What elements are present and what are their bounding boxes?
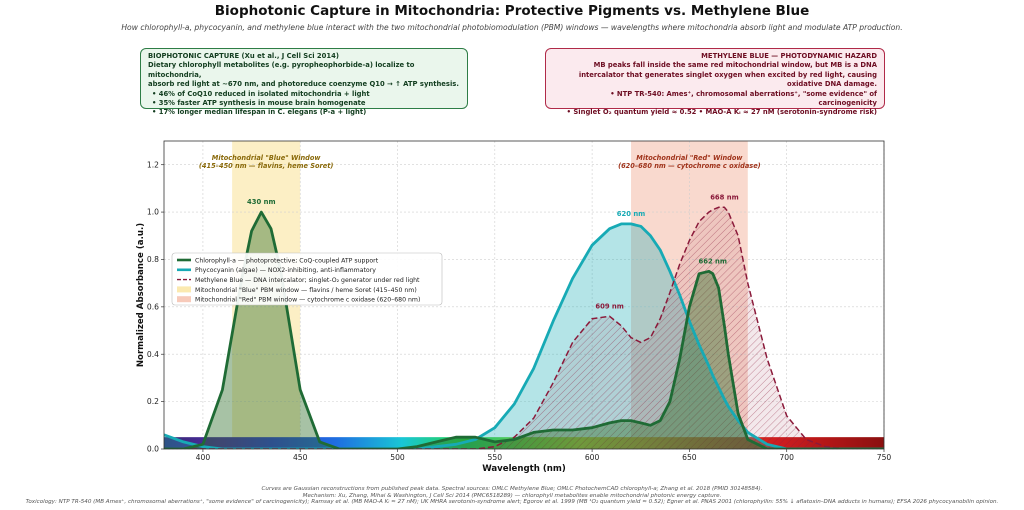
footer-note: Mechanism: Xu, Zhang, Mihai & Washington… xyxy=(302,492,722,499)
series-area xyxy=(164,223,884,449)
y-tick-label: 0.0 xyxy=(147,445,159,454)
page-title: Biophotonic Capture in Mitochondria: Pro… xyxy=(214,3,810,19)
y-tick-label: 0.6 xyxy=(147,302,159,311)
peak-label: 430 nm xyxy=(247,198,275,206)
series-area xyxy=(164,207,884,449)
list-item: 35% faster ATP synthesis in mouse brain … xyxy=(148,99,460,108)
legend-swatch xyxy=(177,296,191,303)
peak-label: 668 nm xyxy=(710,193,738,201)
biophotonic-capture-box: BIOPHOTONIC CAPTURE (Xu et al., J Cell S… xyxy=(140,48,468,116)
x-tick-label: 600 xyxy=(585,453,600,462)
series-line xyxy=(164,210,884,449)
y-tick-label: 1.0 xyxy=(147,208,159,217)
footer-note: Curves are Gaussian reconstructions from… xyxy=(261,486,763,492)
spectrum-strip xyxy=(164,437,884,449)
box-text: Dietary chlorophyll metabolites (e.g. py… xyxy=(148,61,415,79)
legend-label: Mitochondrial "Blue" PBM window — flavin… xyxy=(195,287,417,294)
x-tick-label: 400 xyxy=(196,453,211,462)
box-text: MB peaks fall inside the same red mitoch… xyxy=(593,61,877,70)
peak-label: 609 nm xyxy=(595,302,623,310)
legend-label: Mitochondrial "Red" PBM window — cytochr… xyxy=(195,297,420,304)
box-text: oxidative DNA damage. xyxy=(787,80,877,89)
box-text: absorb red light at ~670 nm, and photore… xyxy=(148,80,459,89)
pbm-window-band xyxy=(232,141,301,449)
y-tick-label: 1.2 xyxy=(147,160,159,169)
x-axis-label: Wavelength (nm) xyxy=(482,464,566,474)
list-item: 46% of CoQ10 reduced in isolated mitocho… xyxy=(148,90,460,99)
x-tick-label: 650 xyxy=(682,453,697,462)
window-label: (415–450 nm — flavins, heme Soret) xyxy=(199,162,333,170)
x-tick-label: 550 xyxy=(488,453,503,462)
legend-swatch xyxy=(177,286,191,293)
y-tick-label: 0.2 xyxy=(147,397,159,406)
legend-box xyxy=(171,252,443,306)
y-tick-label: 0.4 xyxy=(147,350,159,359)
y-tick-label: 0.8 xyxy=(147,255,159,264)
window-label: (620–680 nm — cytochrome c oxidase) xyxy=(618,162,761,170)
y-axis-label: Normalized Absorbance (a.u.) xyxy=(136,223,146,367)
window-label: Mitochondrial "Blue" Window xyxy=(212,154,322,162)
plot-frame xyxy=(163,140,885,450)
series-line xyxy=(164,206,884,449)
box-text: • NTP TR-540: Ames⁺, chromosomal aberrat… xyxy=(610,89,877,108)
pbm-window-band xyxy=(631,141,748,449)
series-line xyxy=(164,222,884,449)
list-item: 17% longer median lifespan in C. elegans… xyxy=(148,108,460,117)
x-tick-label: 750 xyxy=(877,453,892,462)
series-area xyxy=(164,212,884,449)
peak-label: 662 nm xyxy=(699,257,727,265)
x-tick-label: 500 xyxy=(390,453,405,462)
methylene-blue-hazard-box: METHYLENE BLUE — PHOTODYNAMIC HAZARD MB … xyxy=(545,48,885,116)
footer-note: Toxicology: NTP TR-540 (MB Ames⁺, chromo… xyxy=(25,499,999,505)
window-label: Mitochondrial "Red" Window xyxy=(636,154,743,162)
box-bullet-list: 46% of CoQ10 reduced in isolated mitocho… xyxy=(148,90,460,118)
peak-label: 620 nm xyxy=(617,210,645,218)
box-heading: BIOPHOTONIC CAPTURE (Xu et al., J Cell S… xyxy=(148,52,339,60)
page-subtitle: How chlorophyll-a, phycocyanin, and meth… xyxy=(121,23,903,32)
legend-label: Phycocyanin (algae) — NOX2-inhibiting, a… xyxy=(195,267,376,274)
x-tick-label: 450 xyxy=(293,453,308,462)
box-text: • Singlet O₂ quantum yield ≈ 0.52 • MAO-… xyxy=(566,108,877,117)
box-heading: METHYLENE BLUE — PHOTODYNAMIC HAZARD xyxy=(701,52,877,60)
legend-label: Chlorophyll-a — photoprotective; CoQ-cou… xyxy=(195,257,379,264)
box-text: intercalator that generates singlet oxyg… xyxy=(578,70,877,79)
legend-label: Methylene Blue — DNA intercalator; singl… xyxy=(195,277,420,284)
x-tick-label: 700 xyxy=(779,453,794,462)
